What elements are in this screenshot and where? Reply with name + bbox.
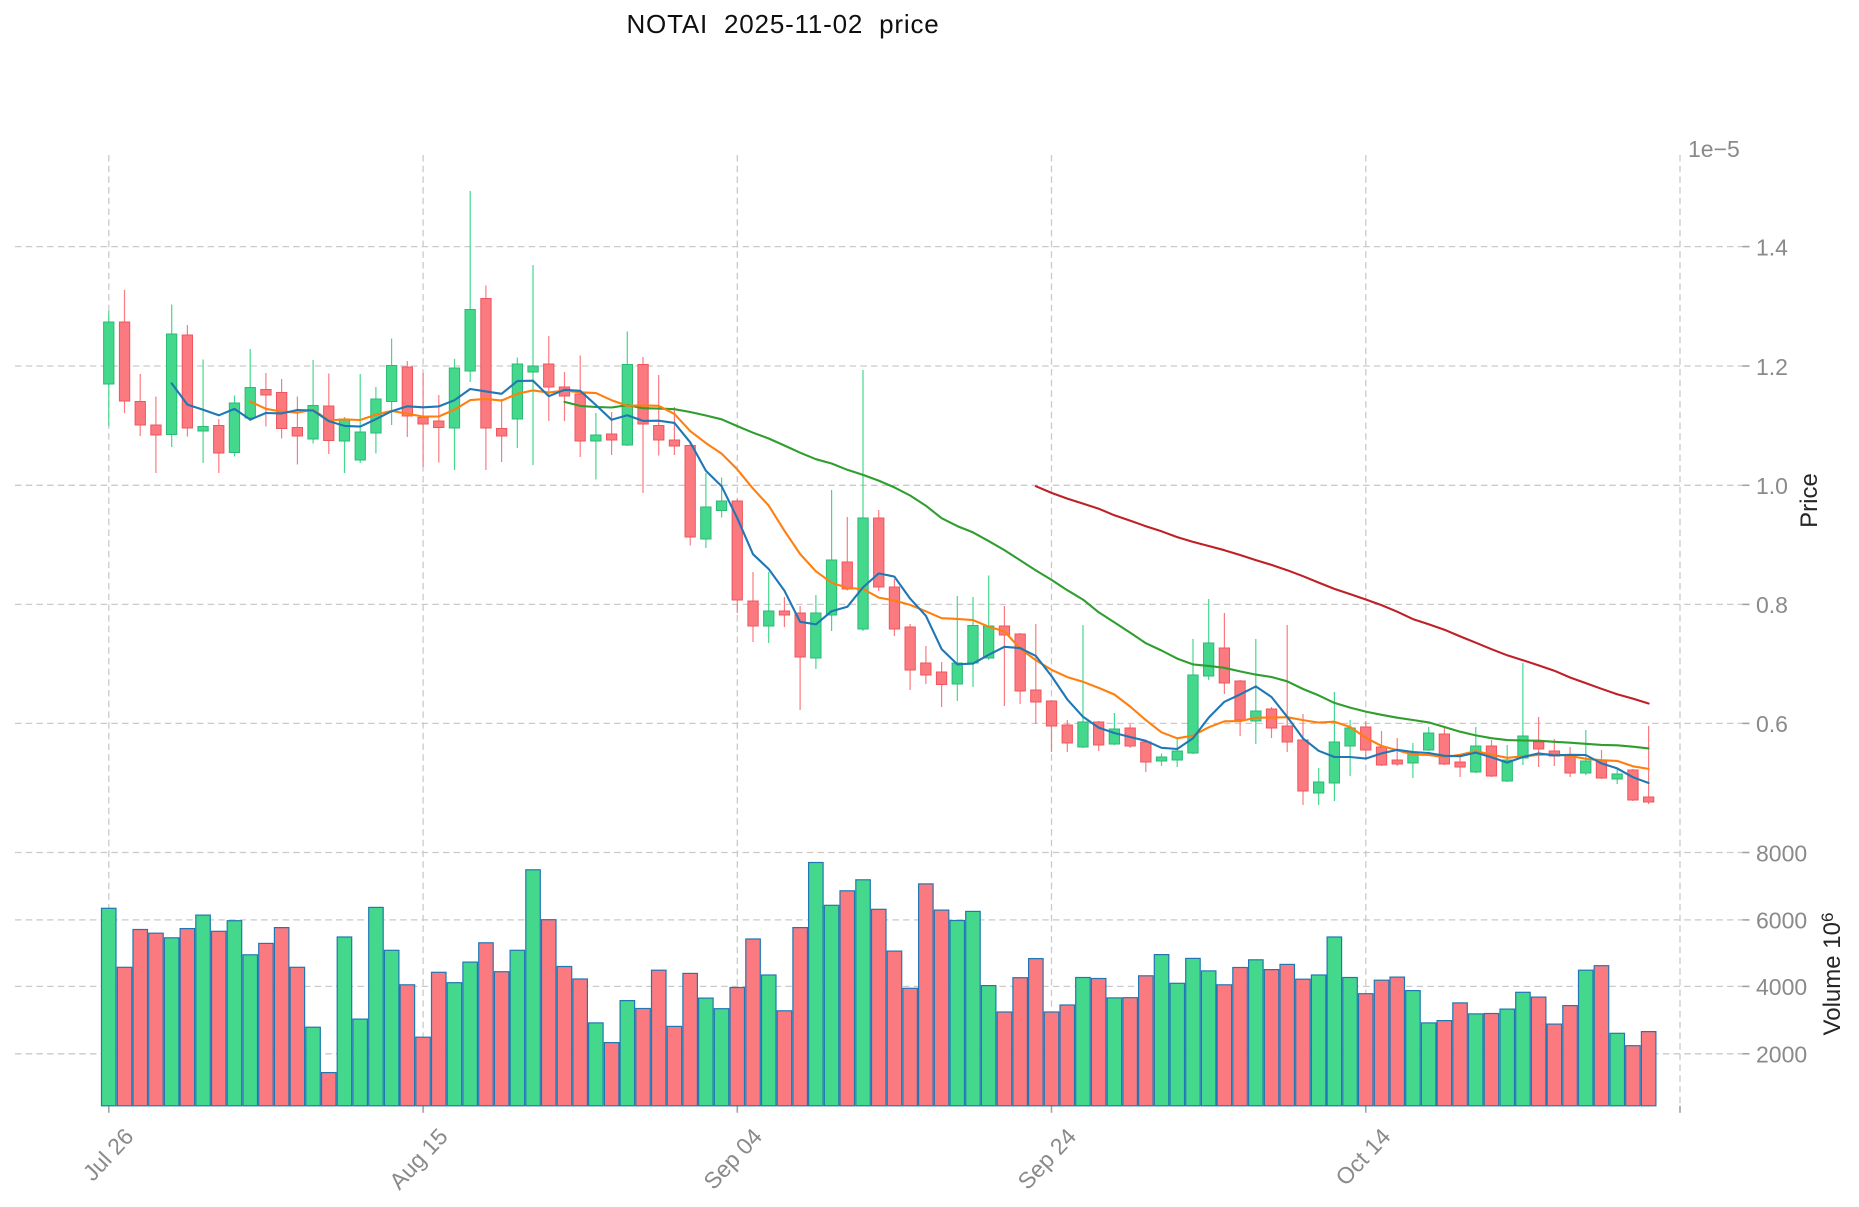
svg-text:Volume 106: Volume 106: [1818, 913, 1846, 1036]
svg-text:Price: Price: [1796, 473, 1823, 528]
svg-text:2000: 2000: [1756, 1042, 1807, 1068]
svg-text:1.4: 1.4: [1756, 234, 1788, 260]
svg-text:8000: 8000: [1756, 840, 1807, 866]
svg-text:0.8: 0.8: [1756, 592, 1788, 618]
svg-text:0.6: 0.6: [1756, 711, 1788, 737]
svg-text:6000: 6000: [1756, 908, 1807, 934]
svg-text:NOTAI 2025-11-02 price: NOTAI 2025-11-02 price: [626, 9, 939, 39]
svg-text:1.0: 1.0: [1756, 473, 1788, 499]
svg-text:4000: 4000: [1756, 974, 1807, 1000]
svg-text:1e−5: 1e−5: [1688, 136, 1740, 162]
svg-text:1.2: 1.2: [1756, 354, 1788, 380]
